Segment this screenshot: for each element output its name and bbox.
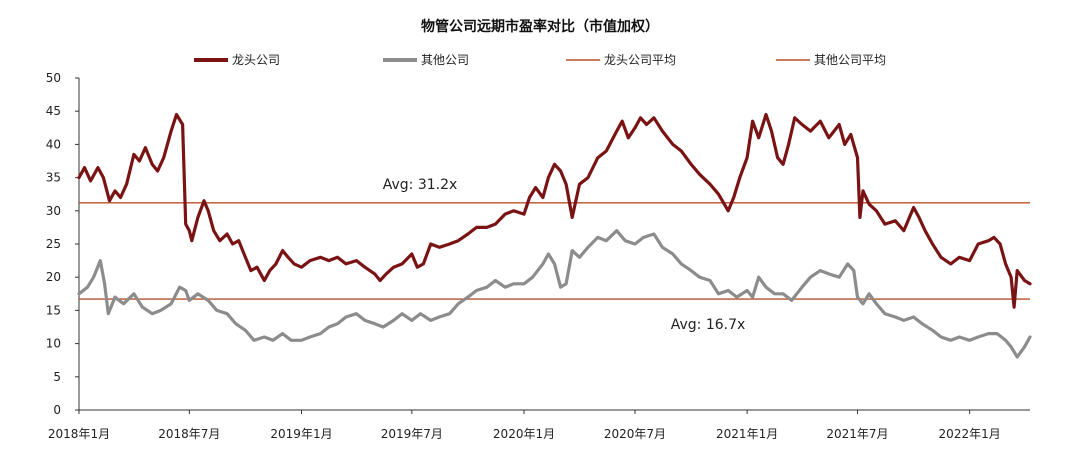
x-tick-label: 2021年7月 <box>826 427 888 441</box>
x-tick-label: 2019年1月 <box>270 427 332 441</box>
chart-title: 物管公司远期市盈率对比（市值加权） <box>421 18 659 35</box>
legend-item-leader: 龙头公司 <box>194 53 280 67</box>
legend-item-leader-avg: 龙头公司平均 <box>566 53 676 67</box>
y-tick-label: 15 <box>46 303 61 317</box>
y-tick-label: 40 <box>46 137 61 151</box>
y-tick-label: 30 <box>46 204 61 218</box>
series-line <box>77 229 1032 359</box>
x-axis: 2018年1月 2018年7月 2019年1月 2019年7月 2020年1月 2020年… <box>48 409 1030 441</box>
average-annotation: Avg: 16.7x <box>671 317 746 333</box>
legend-label-others-avg: 其他公司平均 <box>814 53 886 67</box>
legend-item-others-avg: 其他公司平均 <box>776 53 886 67</box>
x-tick-label: 2019年7月 <box>381 427 443 441</box>
y-tick-label: 10 <box>46 337 61 351</box>
legend-label-others: 其他公司 <box>421 53 469 67</box>
series-line <box>77 112 1032 309</box>
legend: 龙头公司 其他公司 龙头公司平均 其他公司平均 <box>194 53 886 67</box>
x-tick-label: 2020年1月 <box>493 427 555 441</box>
y-tick-label: 25 <box>46 237 61 251</box>
x-tick-label: 2018年7月 <box>158 427 220 441</box>
reference-lines <box>79 202 1030 300</box>
y-tick-label: 5 <box>53 370 61 384</box>
y-tick-label: 20 <box>46 270 61 284</box>
y-tick-label: 45 <box>46 104 61 118</box>
average-annotation: Avg: 31.2x <box>383 177 458 193</box>
x-tick-label: 2022年1月 <box>939 427 1001 441</box>
x-tick-label: 2021年1月 <box>716 427 778 441</box>
legend-item-others: 其他公司 <box>383 53 469 67</box>
legend-label-leader: 龙头公司 <box>232 53 280 67</box>
series-layer <box>77 112 1032 359</box>
x-tick-label: 2020年7月 <box>604 427 666 441</box>
y-tick-label: 50 <box>46 71 61 85</box>
x-tick-label: 2018年1月 <box>48 427 110 441</box>
legend-label-leader-avg: 龙头公司平均 <box>604 53 676 67</box>
y-tick-label: 0 <box>53 403 61 417</box>
annotations: Avg: 31.2x Avg: 16.7x <box>383 177 746 333</box>
y-axis: 0 5 10 15 20 25 30 35 40 45 50 <box>46 71 80 417</box>
y-tick-label: 35 <box>46 171 61 185</box>
